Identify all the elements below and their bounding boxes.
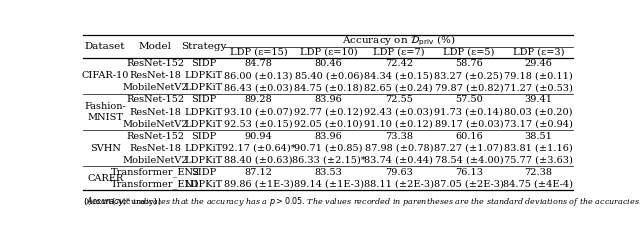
Text: 92.05 (±0.10): 92.05 (±0.10) xyxy=(294,119,363,129)
Text: 87.27 (±1.07): 87.27 (±1.07) xyxy=(435,144,503,153)
Text: SIDP: SIDP xyxy=(191,132,216,141)
Text: 73.38: 73.38 xyxy=(385,132,413,141)
Text: SIDP: SIDP xyxy=(191,59,216,68)
Text: 75.77 (±3.63): 75.77 (±3.63) xyxy=(504,156,573,165)
Text: 83.74 (±0.44): 83.74 (±0.44) xyxy=(364,156,433,165)
Text: 84.78: 84.78 xyxy=(244,59,273,68)
Text: 57.50: 57.50 xyxy=(455,95,483,104)
Text: 83.81 (±1.16): 83.81 (±1.16) xyxy=(504,144,573,153)
Text: 79.18 (±0.11): 79.18 (±0.11) xyxy=(504,71,573,80)
Text: SIDP: SIDP xyxy=(191,95,216,104)
Text: $\langle$\textit{Accuracy}$\rangle$: $\langle$\textit{Accuracy}$\rangle$ xyxy=(83,194,163,208)
Text: 60.16: 60.16 xyxy=(455,132,483,141)
Text: 89.14 (±1E-3): 89.14 (±1E-3) xyxy=(294,180,364,189)
Text: 84.34 (±0.15): 84.34 (±0.15) xyxy=(364,71,433,80)
Text: 58.76: 58.76 xyxy=(455,59,483,68)
Text: 92.43 (±0.03): 92.43 (±0.03) xyxy=(364,108,433,116)
Text: 83.96: 83.96 xyxy=(315,95,342,104)
Text: CIFAR-10: CIFAR-10 xyxy=(81,71,129,80)
Text: 84.75 (±4E-4): 84.75 (±4E-4) xyxy=(504,180,573,189)
Text: 86.33 (±2.15)*: 86.33 (±2.15)* xyxy=(292,156,365,165)
Text: 80.46: 80.46 xyxy=(315,59,342,68)
Text: 29.46: 29.46 xyxy=(524,59,552,68)
Text: 78.54 (±4.00): 78.54 (±4.00) xyxy=(435,156,503,165)
Text: CARER: CARER xyxy=(87,174,124,183)
Text: 92.53 (±0.15): 92.53 (±0.15) xyxy=(225,119,293,129)
Text: ResNet-18: ResNet-18 xyxy=(129,144,181,153)
Text: LDPKiT: LDPKiT xyxy=(184,119,223,129)
Text: 38.51: 38.51 xyxy=(524,132,552,141)
Text: LDPKiT: LDPKiT xyxy=(184,108,223,116)
Text: 83.27 (±0.25): 83.27 (±0.25) xyxy=(435,71,503,80)
Text: MobileNetV2: MobileNetV2 xyxy=(122,84,188,92)
Text: $\langle\mathit{Accuracy}\rangle$* indicates that the accuracy has a $p > 0.05$.: $\langle\mathit{Accuracy}\rangle$* indic… xyxy=(83,194,640,208)
Text: 90.71 (±0.85): 90.71 (±0.85) xyxy=(294,144,363,153)
Text: MobileNetV2: MobileNetV2 xyxy=(122,119,188,129)
Text: 76.13: 76.13 xyxy=(455,168,483,177)
Text: 92.77 (±0.12): 92.77 (±0.12) xyxy=(294,108,363,116)
Text: 87.05 (±2E-3): 87.05 (±2E-3) xyxy=(434,180,504,189)
Text: LDP (ε=3): LDP (ε=3) xyxy=(513,48,564,57)
Text: 89.17 (±0.03): 89.17 (±0.03) xyxy=(435,119,503,129)
Text: 83.53: 83.53 xyxy=(315,168,342,177)
Text: 79.63: 79.63 xyxy=(385,168,413,177)
Text: Dataset: Dataset xyxy=(85,42,125,51)
Text: 72.42: 72.42 xyxy=(385,59,413,68)
Text: ResNet-18: ResNet-18 xyxy=(129,108,181,116)
Text: LDP (ε=15): LDP (ε=15) xyxy=(230,48,287,57)
Text: ResNet-152: ResNet-152 xyxy=(126,59,184,68)
Text: Fashion-
MNIST: Fashion- MNIST xyxy=(84,102,126,122)
Text: SIDP: SIDP xyxy=(191,168,216,177)
Text: ResNet-18: ResNet-18 xyxy=(129,71,181,80)
Text: LDPKiT: LDPKiT xyxy=(184,71,223,80)
Text: 73.17 (±0.94): 73.17 (±0.94) xyxy=(504,119,573,129)
Text: 39.41: 39.41 xyxy=(524,95,552,104)
Text: ResNet-152: ResNet-152 xyxy=(126,95,184,104)
Text: 92.17 (±0.64)*: 92.17 (±0.64)* xyxy=(222,144,296,153)
Text: 86.00 (±0.13): 86.00 (±0.13) xyxy=(225,71,293,80)
Text: ResNet-152: ResNet-152 xyxy=(126,132,184,141)
Text: 72.38: 72.38 xyxy=(524,168,552,177)
Text: 86.43 (±0.03): 86.43 (±0.03) xyxy=(225,84,293,92)
Text: Strategy: Strategy xyxy=(181,42,227,51)
Text: 82.65 (±0.24): 82.65 (±0.24) xyxy=(364,84,433,92)
Text: LDP (ε=5): LDP (ε=5) xyxy=(443,48,495,57)
Text: SVHN: SVHN xyxy=(90,144,120,153)
Text: 84.75 (±0.18): 84.75 (±0.18) xyxy=(294,84,363,92)
Text: 89.28: 89.28 xyxy=(245,95,273,104)
Text: 83.96: 83.96 xyxy=(315,132,342,141)
Text: 88.11 (±2E-3): 88.11 (±2E-3) xyxy=(364,180,434,189)
Text: LDPKiT: LDPKiT xyxy=(184,144,223,153)
Text: Model: Model xyxy=(139,42,172,51)
Text: 87.12: 87.12 xyxy=(244,168,273,177)
Text: LDPKiT: LDPKiT xyxy=(184,180,223,189)
Text: LDPKiT: LDPKiT xyxy=(184,84,223,92)
Text: MobileNetV2: MobileNetV2 xyxy=(122,156,188,165)
Text: 80.03 (±0.20): 80.03 (±0.20) xyxy=(504,108,573,116)
Text: 91.73 (±0.14): 91.73 (±0.14) xyxy=(435,108,503,116)
Text: Accuracy on $\mathcal{D}_{\mathrm{priv}}$ (%): Accuracy on $\mathcal{D}_{\mathrm{priv}}… xyxy=(342,34,455,48)
Text: 89.86 (±1E-3): 89.86 (±1E-3) xyxy=(224,180,294,189)
Text: LDP (ε=10): LDP (ε=10) xyxy=(300,48,358,57)
Text: 79.87 (±0.82): 79.87 (±0.82) xyxy=(435,84,503,92)
Text: 71.27 (±0.53): 71.27 (±0.53) xyxy=(504,84,573,92)
Text: 88.40 (±0.63): 88.40 (±0.63) xyxy=(225,156,293,165)
Text: LDPKiT: LDPKiT xyxy=(184,156,223,165)
Text: Transformer_EN1: Transformer_EN1 xyxy=(111,179,200,189)
Text: 93.10 (±0.07): 93.10 (±0.07) xyxy=(225,108,293,116)
Text: Transformer_EN2: Transformer_EN2 xyxy=(111,167,200,177)
Text: 85.40 (±0.06): 85.40 (±0.06) xyxy=(294,71,363,80)
Text: 72.55: 72.55 xyxy=(385,95,413,104)
Text: 87.98 (±0.78): 87.98 (±0.78) xyxy=(365,144,433,153)
Text: 90.94: 90.94 xyxy=(245,132,273,141)
Text: 91.10 (±0.12): 91.10 (±0.12) xyxy=(364,119,433,129)
Text: LDP (ε=7): LDP (ε=7) xyxy=(373,48,424,57)
